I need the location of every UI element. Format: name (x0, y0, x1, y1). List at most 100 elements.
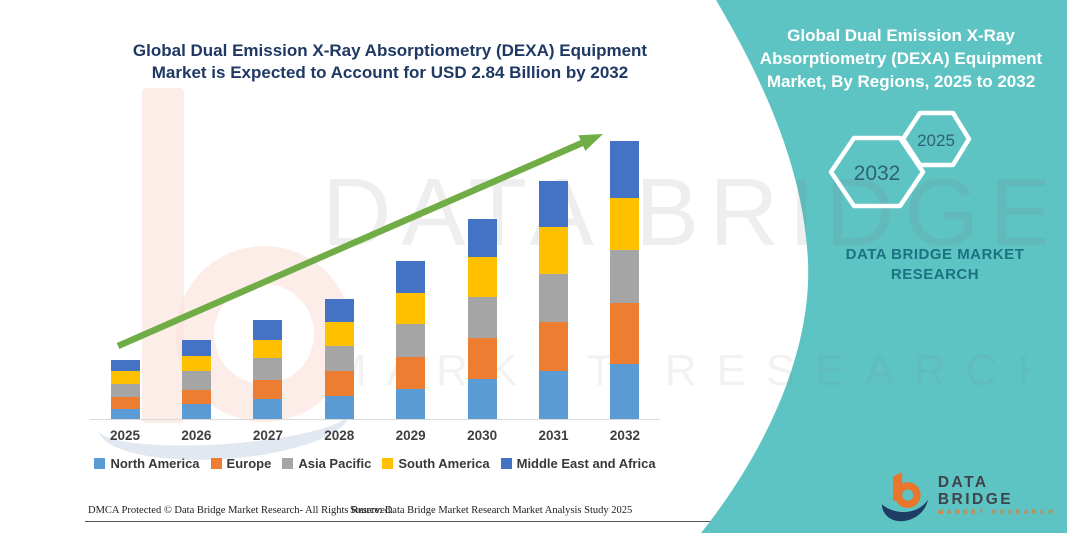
bar-segment-middle-east-and-africa (610, 140, 640, 198)
bar-segment-europe (324, 371, 354, 396)
bar-segment-south-america (467, 257, 497, 298)
hexagon-2032-label: 2032 (854, 162, 901, 185)
company-logo: DATA BRIDGE MARKET RESEARCH (880, 464, 1060, 528)
bar-segment-north-america (181, 404, 211, 419)
footer-divider (85, 521, 710, 522)
bar-segment-asia-pacific (253, 358, 283, 380)
x-axis-label: 2031 (538, 428, 569, 443)
bar-segment-asia-pacific (181, 371, 211, 390)
bar-segment-south-america (253, 339, 283, 359)
logo-tagline: MARKET RESEARCH (937, 509, 1057, 516)
legend-swatch (382, 458, 394, 469)
bar-segment-asia-pacific (396, 323, 426, 358)
chart-legend: North America Europe Asia Pacific South Ame… (86, 456, 664, 471)
x-axis-label: 2032 (609, 428, 640, 443)
x-axis-label: 2029 (395, 428, 426, 443)
bar-segment-north-america (253, 399, 283, 419)
bar-segment-middle-east-and-africa (253, 320, 283, 340)
bar-segment-south-america (539, 227, 569, 274)
bar-segment-south-america (324, 322, 354, 346)
stacked-bar-2030 (467, 219, 497, 419)
legend-item-asia-pacific: Asia Pacific (282, 456, 371, 471)
bar-segment-europe (253, 379, 283, 400)
stacked-bar-2025 (110, 360, 140, 419)
stacked-bar-2029 (396, 261, 426, 419)
bar-segment-europe (467, 337, 497, 379)
bar-segment-europe (539, 322, 569, 371)
legend-item-europe: Europe (210, 456, 272, 471)
bar-column-2031: 2031 (519, 130, 589, 443)
legend-swatch (282, 458, 294, 469)
legend-item-middle-east-and-africa: Middle East and Africa (500, 456, 656, 471)
bar-segment-asia-pacific (467, 297, 497, 338)
bar-segment-asia-pacific (610, 250, 640, 304)
bar-segment-asia-pacific (539, 274, 569, 322)
stacked-bar-2027 (253, 320, 283, 419)
footer-dmca-text: DMCA Protected © Data Bridge Market Rese… (88, 505, 393, 516)
side-panel-brand: DATA BRIDGE MARKET RESEARCH (845, 246, 1025, 283)
x-axis-label: 2027 (252, 428, 283, 443)
plot-area: 2025 2026 2027 2028 2029 2030 2031 2032 (90, 130, 660, 443)
legend-swatch (94, 458, 106, 469)
bar-segment-north-america (110, 409, 140, 419)
legend-label: Europe (226, 456, 272, 471)
bar-segment-middle-east-and-africa (396, 261, 426, 293)
chart-title: Global Dual Emission X-Ray Absorptiometr… (100, 40, 680, 84)
x-axis-label: 2025 (109, 428, 141, 443)
legend-label: Asia Pacific (298, 456, 372, 471)
bar-segment-asia-pacific (324, 345, 354, 371)
legend-swatch (500, 458, 512, 469)
logo-b-bowl (894, 482, 921, 509)
bar-segment-north-america (324, 395, 354, 419)
bar-segment-europe (110, 397, 140, 410)
stacked-bar-2031 (539, 180, 569, 419)
bar-segment-middle-east-and-africa (110, 360, 140, 372)
hexagon-2032 (828, 135, 926, 209)
bar-segment-middle-east-and-africa (467, 219, 497, 258)
bar-segment-south-america (181, 356, 211, 372)
logo-name: DATA BRIDGE (937, 474, 1014, 508)
bar-segment-north-america (467, 378, 497, 419)
stacked-bar-2032 (610, 140, 640, 419)
x-axis-label: 2028 (324, 428, 355, 443)
chart-title-line1: Global Dual Emission X-Ray Absorptiometr… (132, 41, 648, 60)
legend-label: North America (110, 456, 200, 471)
company-logo-text: DATA BRIDGE MARKET RESEARCH (938, 474, 1060, 518)
legend-label: South America (398, 456, 490, 471)
stacked-bar-2026 (181, 339, 211, 419)
bar-segment-asia-pacific (110, 383, 140, 398)
bar-segment-europe (181, 389, 211, 405)
bar-column-2025: 2025 (90, 130, 160, 443)
bar-column-2029: 2029 (376, 130, 446, 443)
hexagon-2025 (900, 110, 972, 168)
bar-column-2026: 2026 (161, 130, 231, 443)
bar-segment-europe (396, 357, 426, 389)
side-panel-title: Global Dual Emission X-Ray Absorptiometr… (759, 26, 1043, 91)
bar-segment-south-america (610, 197, 640, 251)
bar-segment-middle-east-and-africa (181, 339, 211, 357)
stacked-bar-2028 (324, 298, 354, 419)
chart-title-line2: Market is Expected to Account for USD 2.… (151, 63, 629, 82)
bar-segment-north-america (396, 388, 426, 419)
bar-column-2032: 2032 (590, 130, 660, 443)
legend-label: Middle East and Africa (516, 456, 656, 471)
bar-segment-middle-east-and-africa (324, 298, 354, 322)
company-logo-mark (881, 471, 929, 522)
bar-segment-north-america (610, 364, 640, 419)
legend-item-south-america: South America (382, 456, 490, 471)
bar-column-2030: 2030 (447, 130, 517, 443)
bar-segment-north-america (539, 371, 569, 419)
bar-column-2028: 2028 (304, 130, 374, 443)
bar-segment-middle-east-and-africa (539, 180, 569, 227)
footer-source-text: Source: Data Bridge Market Research Mark… (350, 505, 633, 516)
x-axis-label: 2026 (181, 428, 212, 443)
bar-segment-south-america (396, 292, 426, 324)
hexagon-2025-label: 2025 (917, 131, 955, 150)
bar-column-2027: 2027 (233, 130, 303, 443)
bar-segment-south-america (110, 371, 140, 384)
legend-item-north-america: North America (94, 456, 200, 471)
x-axis-label: 2030 (467, 428, 498, 443)
legend-swatch (210, 458, 222, 469)
bar-segment-europe (610, 303, 640, 365)
